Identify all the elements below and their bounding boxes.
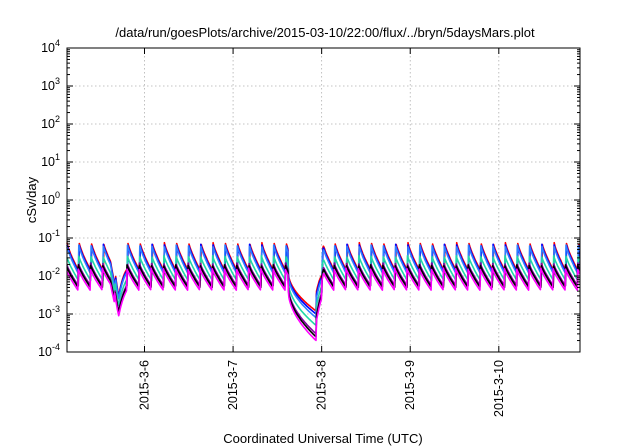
x-tick-label: 2015-3-6 [138, 360, 152, 410]
x-tick-label: 2015-3-7 [226, 360, 240, 410]
y-tick-label: 10-2 [38, 266, 60, 283]
y-tick-label: 10-3 [38, 304, 60, 321]
x-axis: 2015-3-6 2015-3-7 2015-3-8 2015-3-9 2015-3-1… [138, 48, 506, 417]
y-tick-label: 102 [41, 114, 60, 131]
grid-lines [67, 48, 580, 352]
y-tick-label: 103 [41, 76, 60, 93]
x-tick-label: 2015-3-9 [403, 360, 417, 410]
y-tick-label: 101 [41, 152, 60, 169]
x-tick-label: 2015-3-8 [315, 360, 329, 410]
y-tick-label: 100 [41, 190, 60, 207]
y-tick-label: 10-1 [38, 228, 60, 245]
chart-title: /data/run/goesPlots/archive/2015-03-10/2… [115, 25, 535, 40]
series-line [66, 244, 581, 319]
series-line [66, 264, 581, 338]
y-tick-label: 104 [41, 38, 60, 55]
x-tick-label: 2015-3-10 [492, 360, 506, 417]
series-line [66, 254, 581, 327]
series-lines [66, 241, 581, 342]
series-line [66, 267, 581, 342]
y-tick-label: 10-4 [38, 342, 60, 359]
y-axis: 10-4 10-3 10-2 10-1 100 101 102 103 104 [38, 38, 580, 359]
y-axis-label: cSv/day [24, 176, 39, 223]
x-axis-label: Coordinated Universal Time (UTC) [223, 431, 422, 446]
